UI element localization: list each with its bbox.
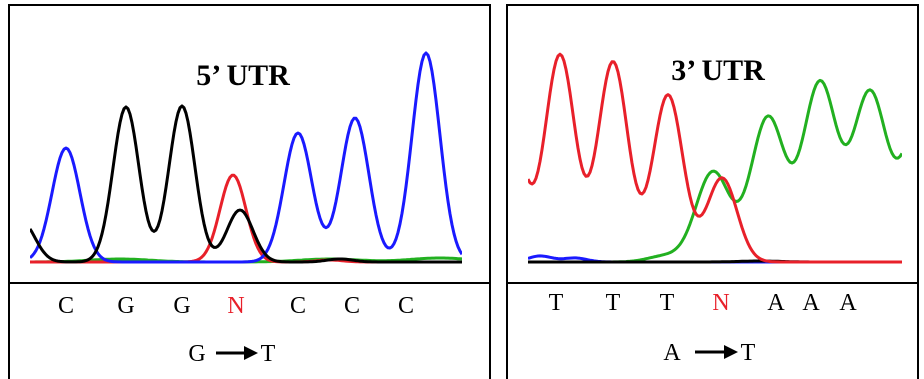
panel-left: 5’ UTR C G G N C C C G T [9, 5, 490, 379]
arrow-head [724, 345, 738, 359]
base: C [398, 293, 414, 319]
base: N [227, 293, 244, 319]
base: A [767, 290, 785, 316]
base: N [712, 290, 729, 316]
base: G [117, 293, 134, 319]
panel-right: 3’ UTR T T T N A A A A T [507, 5, 918, 379]
mutation-to: T [741, 340, 756, 366]
mutation-from: G [188, 341, 205, 367]
panel-title: 3’ UTR [671, 54, 765, 87]
mutation-to: T [261, 341, 276, 367]
mutation-from: A [663, 340, 681, 366]
panel-title: 5’ UTR [196, 59, 290, 92]
base: A [839, 290, 857, 316]
base: T [660, 290, 675, 316]
base: G [173, 293, 190, 319]
base: C [58, 293, 74, 319]
base: C [344, 293, 360, 319]
base: T [549, 290, 564, 316]
figure: 5’ UTR C G G N C C C G T 3’ UTR T T T N … [0, 0, 924, 379]
base: A [802, 290, 820, 316]
base: T [606, 290, 621, 316]
arrow-head [244, 346, 258, 360]
base: C [290, 293, 306, 319]
